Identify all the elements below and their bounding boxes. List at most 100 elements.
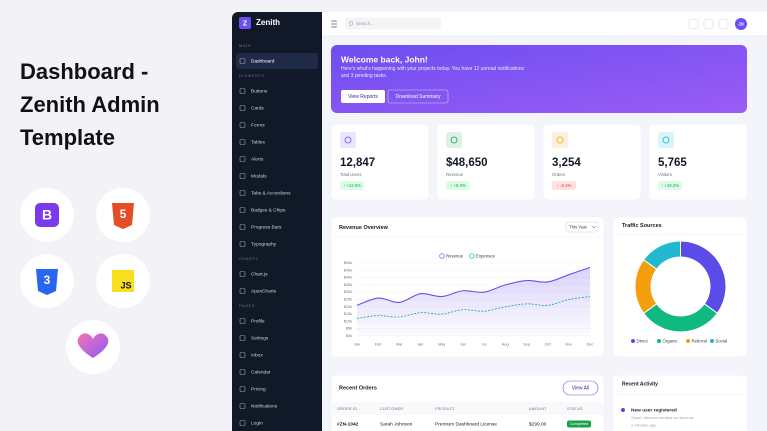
nav-icon <box>239 352 246 358</box>
series-line <box>356 296 591 319</box>
chart-title: Revenue Overview <box>339 225 389 231</box>
welcome-banner <box>331 45 747 113</box>
card-title: Recent Orders <box>339 385 377 391</box>
legend-marker <box>439 253 445 259</box>
css3-icon <box>36 269 58 295</box>
x-tick-label: Nov <box>565 343 572 347</box>
nav-icon <box>239 386 246 392</box>
js-icon <box>112 270 134 292</box>
y-tick-label: $35k <box>344 283 352 287</box>
stat-change: ↑ +12.5% <box>343 183 361 188</box>
legend-label: Direct <box>637 338 649 343</box>
y-tick-label: $5k <box>346 327 352 331</box>
nav-item[interactable]: Profile <box>251 318 265 324</box>
nav-icon <box>239 420 246 426</box>
nav-item[interactable]: Badges & Chips <box>251 207 286 213</box>
nav-icon <box>239 105 246 111</box>
stat-label: Visitors <box>658 172 672 177</box>
x-tick-label: Jul <box>482 343 487 347</box>
chart-title: Traffic Sources <box>622 223 662 229</box>
promo-title: Template <box>20 125 115 150</box>
topbar-icon[interactable] <box>688 19 699 29</box>
card-title: Recent Activity <box>622 381 658 387</box>
activity-text: Sarah Johnson created an account <box>631 415 694 420</box>
legend-marker <box>657 339 661 343</box>
nav-item[interactable]: Buttons <box>251 88 268 94</box>
y-tick-label: $15k <box>344 312 352 316</box>
nav-icon <box>239 139 246 145</box>
nav-item[interactable]: Chart.js <box>251 271 268 277</box>
topbar-icon[interactable] <box>718 19 729 29</box>
nav-icon <box>239 335 246 341</box>
activity-card <box>612 374 748 431</box>
activity-time: 2 minutes ago <box>631 423 657 428</box>
nav-item[interactable]: Settings <box>251 335 269 341</box>
nav-item[interactable]: Inbox <box>251 352 263 358</box>
nav-item[interactable]: Alerts <box>251 156 264 162</box>
stat-icon-bg <box>552 132 568 148</box>
table-cell: Premium Dashboard License <box>435 421 497 427</box>
x-tick-label: May <box>438 343 445 347</box>
x-tick-label: Jan <box>354 343 360 347</box>
nav-heading: ELEMENTS <box>239 73 265 78</box>
avatar[interactable] <box>735 18 747 30</box>
chart-card <box>612 216 748 358</box>
button-label[interactable]: View All <box>572 386 589 392</box>
nav-item[interactable]: Tables <box>251 139 265 145</box>
welcome-title: Welcome back, John! <box>341 54 428 64</box>
column-header: AMOUNT <box>529 407 547 411</box>
stat-icon <box>450 136 458 144</box>
view-all-button[interactable] <box>562 380 599 396</box>
nav-item[interactable]: Typography <box>251 241 277 247</box>
nav-item[interactable]: Pricing <box>251 386 266 392</box>
series-area <box>357 267 590 336</box>
search-box[interactable] <box>345 17 441 30</box>
nav-heading: MAIN <box>239 43 251 48</box>
stat-change: ↑ +18.2% <box>661 183 679 188</box>
topbar-icon[interactable] <box>703 19 714 29</box>
html5-icon <box>112 203 134 229</box>
button[interactable] <box>387 89 449 104</box>
nav-item[interactable]: Modals <box>251 173 267 179</box>
stat-icon <box>556 136 564 144</box>
stat-change: ↓ -2.1% <box>557 183 572 188</box>
table-header <box>331 402 604 415</box>
nav-item[interactable]: Cards <box>251 105 264 111</box>
nav-icon <box>239 318 246 324</box>
legend-marker <box>469 253 475 259</box>
nav-icon <box>239 156 246 162</box>
table-cell: #ZN-1042 <box>337 421 359 427</box>
nav-item[interactable]: Notifications <box>251 403 278 409</box>
nav-icon <box>239 241 246 247</box>
brand-logo-box <box>239 17 251 29</box>
sidebar <box>232 12 322 431</box>
stat-label: Total Users <box>340 172 362 177</box>
legend-label: Revenue <box>446 253 464 258</box>
column-header: STATUS <box>567 407 583 411</box>
nav-item[interactable]: ApexCharts <box>251 288 277 294</box>
nav-item[interactable]: Dashboard <box>251 58 275 64</box>
x-tick-label: Dec <box>587 343 594 347</box>
legend-label: Organic <box>663 338 679 343</box>
column-header: ORDER ID <box>337 407 357 411</box>
period-label[interactable]: This Year <box>569 224 587 229</box>
nav-item[interactable]: Tabs & Accordions <box>251 190 291 196</box>
nav-item[interactable]: Login <box>251 420 263 426</box>
nav-icon <box>239 369 246 375</box>
y-tick-label: $10k <box>344 319 352 323</box>
nav-item[interactable]: Progress Bars <box>251 224 282 230</box>
button[interactable] <box>341 90 385 103</box>
promo-title: Dashboard - <box>20 59 148 84</box>
nav-item[interactable]: Calendar <box>251 369 271 375</box>
promo-title: Zenith Admin <box>20 92 160 117</box>
nav-icon <box>239 403 246 409</box>
period-select[interactable] <box>565 221 599 233</box>
button-label[interactable]: Download Summary <box>395 94 441 100</box>
nav-icon <box>239 207 246 213</box>
css3-label: 3 <box>44 273 51 287</box>
nav-item[interactable]: Forms <box>251 122 265 128</box>
button-label[interactable]: View Reports <box>348 94 378 100</box>
bootstrap-icon <box>35 203 59 227</box>
nav-icon <box>239 271 246 277</box>
